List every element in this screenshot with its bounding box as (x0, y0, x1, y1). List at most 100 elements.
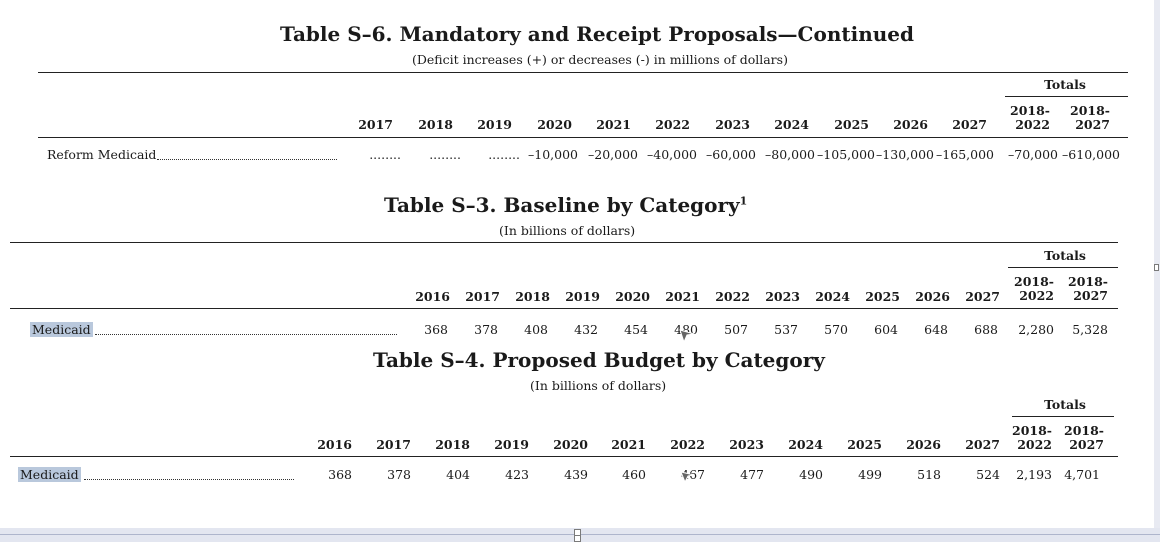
table-s3-totals-label: Totals (1044, 248, 1086, 263)
table-s6-year-header: 2025 (834, 117, 869, 132)
table-s4-cell: 423 (505, 467, 529, 482)
table-s3-cell: 2,280 (1018, 322, 1054, 337)
table-s6-cell: ........ (488, 147, 520, 162)
mouse-cursor-icon (679, 329, 695, 344)
table-s6-cell: –20,000 (588, 147, 638, 162)
table-s6-cell: –40,000 (647, 147, 697, 162)
table-s4-cell: 4,701 (1064, 467, 1100, 482)
table-s3-cell: 570 (824, 322, 848, 337)
table-s6-year-header: 2023 (715, 117, 750, 132)
table-s3-year-header: 2025 (865, 289, 900, 304)
table-s6-cell: –610,000 (1062, 147, 1120, 162)
table-s4-year-header: 2027 (965, 437, 1000, 452)
table-s4-year-header: 2020 (553, 437, 588, 452)
table-s6-year-header: 2019 (477, 117, 512, 132)
table-s3-totals-rule (1008, 267, 1118, 268)
table-s6-year-header: 2018 (418, 117, 453, 132)
table-s3-year-header: 2021 (665, 289, 700, 304)
table-s3-year-header: 2022 (715, 289, 750, 304)
table-s3-cell: 537 (774, 322, 798, 337)
table-s4-year-header: 2023 (729, 437, 764, 452)
table-s6-subtitle: (Deficit increases (+) or decreases (-) … (412, 52, 788, 67)
table-s3-cell: 688 (974, 322, 998, 337)
table-s6-cell: ........ (369, 147, 401, 162)
table-s3-cell: 408 (524, 322, 548, 337)
table-s3-year-header: 2019 (565, 289, 600, 304)
table-s6-totals-header: 2018- 2022 (1010, 103, 1050, 132)
table-s6-cell: –165,000 (936, 147, 994, 162)
table-s6-cell: –105,000 (817, 147, 875, 162)
table-s3-year-header: 2020 (615, 289, 650, 304)
table-s3-cell: 507 (724, 322, 748, 337)
table-s6-year-header: 2027 (952, 117, 987, 132)
table-s6-totals-rule (1005, 96, 1128, 97)
table-s4-year-header: 2016 (317, 437, 352, 452)
table-s3-subtitle: (In billions of dollars) (499, 223, 636, 238)
table-s3-cell: 648 (924, 322, 948, 337)
table-s6-cell: –130,000 (876, 147, 934, 162)
table-s6-year-header: 2020 (537, 117, 572, 132)
table-s4-title: Table S–4. Proposed Budget by Category (373, 348, 825, 372)
mouse-cursor-icon (680, 471, 695, 484)
table-s3-row-label[interactable]: Medicaid (30, 322, 93, 337)
table-s6-cell: –70,000 (1008, 147, 1058, 162)
table-s6-year-header: 2024 (774, 117, 809, 132)
table-s3-cell: 454 (624, 322, 648, 337)
table-s6-totals-label: Totals (1044, 77, 1086, 92)
table-s4-cell: 378 (387, 467, 411, 482)
table-s4-year-header: 2022 (670, 437, 705, 452)
table-s3-cell: 432 (574, 322, 598, 337)
table-s3-year-header: 2017 (465, 289, 500, 304)
table-s3-year-header: 2016 (415, 289, 450, 304)
table-s3-year-header: 2023 (765, 289, 800, 304)
table-s4-year-header: 2025 (847, 437, 882, 452)
table-s4-year-header: 2017 (376, 437, 411, 452)
table-s4-year-header: 2021 (611, 437, 646, 452)
table-s4-cell: 490 (799, 467, 823, 482)
table-s4-year-header: 2018 (435, 437, 470, 452)
table-s3-year-header: 2027 (965, 289, 1000, 304)
dot-leader (157, 159, 337, 160)
dot-leader (95, 334, 397, 335)
table-s4-cell: 524 (976, 467, 1000, 482)
resize-handle-right[interactable] (1154, 264, 1159, 271)
table-s6-cell: ........ (429, 147, 461, 162)
table-s3-header-rule (10, 308, 1118, 309)
table-s4-cell: 499 (858, 467, 882, 482)
table-s4-cell: 368 (328, 467, 352, 482)
table-s6-year-header: 2021 (596, 117, 631, 132)
table-s3-year-header: 2018 (515, 289, 550, 304)
table-s3-title: Table S–3. Baseline by Category1 (384, 193, 748, 217)
table-s6-cell: –60,000 (706, 147, 756, 162)
table-s4-cell: 404 (446, 467, 470, 482)
table-s6-header-rule (38, 137, 1128, 138)
table-s4-totals-header: 2018- 2027 (1064, 423, 1104, 452)
table-s4-cell: 460 (622, 467, 646, 482)
table-s3-year-header: 2026 (915, 289, 950, 304)
table-s3-totals-header: 2018- 2027 (1068, 274, 1108, 303)
window-right-edge (1154, 0, 1160, 542)
table-s4-year-header: 2026 (906, 437, 941, 452)
table-s4-header-rule (10, 456, 1118, 457)
table-s3-year-header: 2024 (815, 289, 850, 304)
table-s6-totals-header: 2018- 2027 (1070, 103, 1110, 132)
table-s3-cell: 604 (874, 322, 898, 337)
table-s6-row-label: Reform Medicaid (47, 147, 157, 162)
table-s4-subtitle: (In billions of dollars) (530, 378, 667, 393)
table-s4-row-label[interactable]: Medicaid (18, 467, 81, 482)
table-s4-totals-header: 2018- 2022 (1012, 423, 1052, 452)
table-s6-top-rule (38, 72, 1128, 73)
table-s3-totals-header: 2018- 2022 (1014, 274, 1054, 303)
table-s3-top-rule (10, 242, 1118, 243)
table-s4-cell: 2,193 (1016, 467, 1052, 482)
resize-handle-bottom-lower[interactable] (574, 535, 581, 542)
table-s6-year-header: 2026 (893, 117, 928, 132)
table-s6-cell: –10,000 (528, 147, 578, 162)
table-s4-totals-rule (1012, 416, 1114, 417)
table-s3-cell: 5,328 (1072, 322, 1108, 337)
table-s6-cell: –80,000 (765, 147, 815, 162)
table-s4-year-header: 2024 (788, 437, 823, 452)
table-s6-title: Table S–6. Mandatory and Receipt Proposa… (280, 22, 914, 46)
table-s4-cell: 439 (564, 467, 588, 482)
table-s3-cell: 378 (474, 322, 498, 337)
